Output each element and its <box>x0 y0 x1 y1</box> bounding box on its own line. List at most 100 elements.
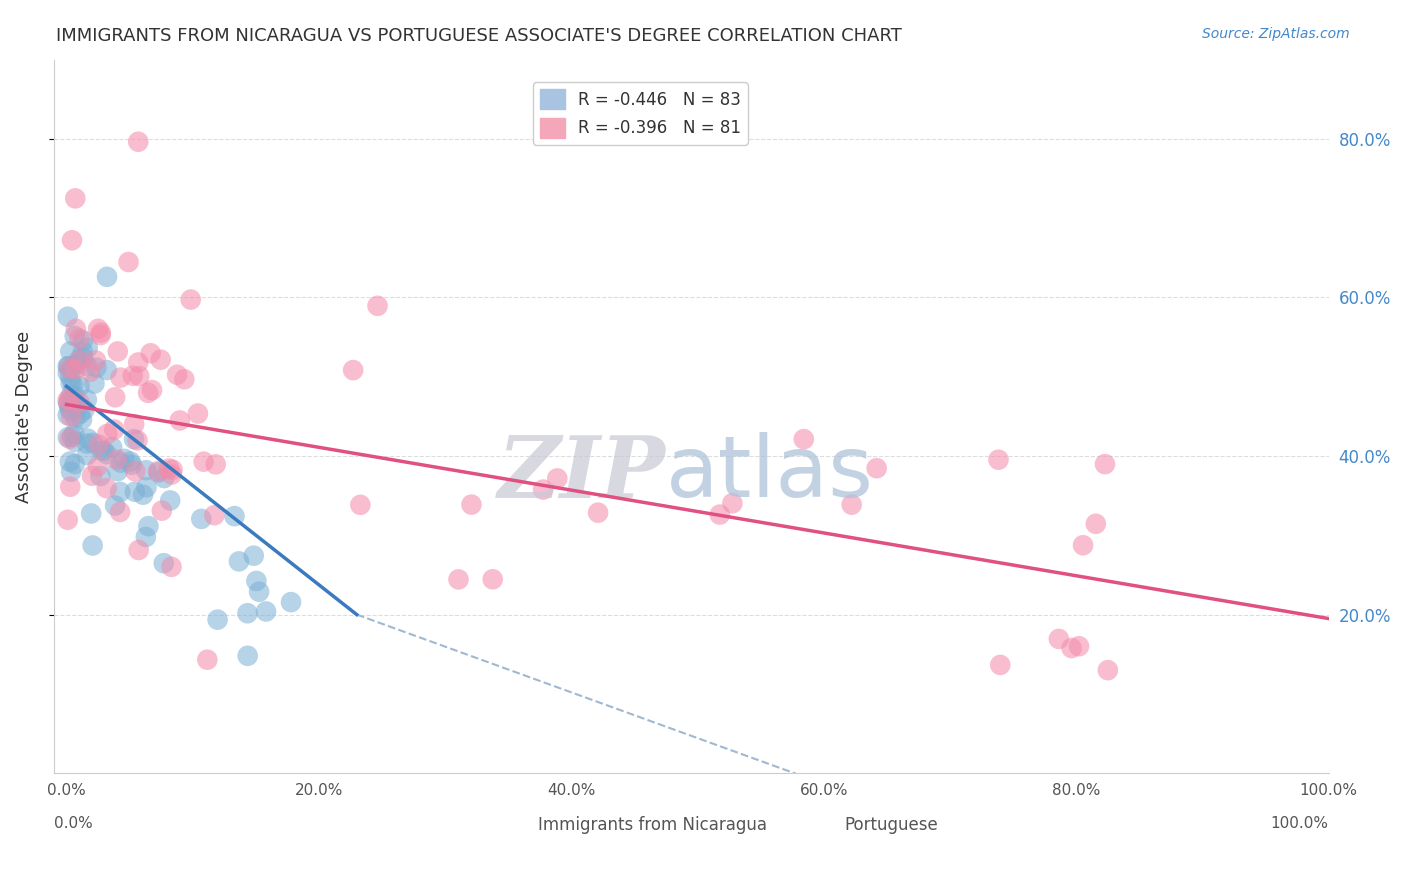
Portuguese <box>108 505 131 519</box>
Portuguese <box>531 483 554 497</box>
Portuguese <box>63 362 86 376</box>
Nicaragua <box>77 432 100 446</box>
Portuguese <box>1060 641 1083 656</box>
Portuguese <box>103 423 125 437</box>
Portuguese <box>709 508 731 522</box>
Nicaragua <box>66 357 89 371</box>
Nicaragua <box>122 432 145 446</box>
Portuguese <box>104 390 127 404</box>
Portuguese <box>124 464 146 478</box>
Nicaragua <box>86 360 108 375</box>
Text: ZIP: ZIP <box>498 432 666 516</box>
Nicaragua <box>56 430 79 444</box>
Nicaragua <box>135 480 157 494</box>
Portuguese <box>447 573 470 587</box>
Portuguese <box>89 328 111 343</box>
Portuguese <box>721 496 744 510</box>
Nicaragua <box>135 463 157 477</box>
Nicaragua <box>242 549 264 563</box>
Nicaragua <box>124 484 146 499</box>
Nicaragua <box>56 366 79 380</box>
Nicaragua <box>96 363 118 377</box>
Portuguese <box>460 498 482 512</box>
Portuguese <box>87 459 110 474</box>
Portuguese <box>117 255 139 269</box>
Nicaragua <box>63 457 86 471</box>
Nicaragua <box>56 359 79 374</box>
Portuguese <box>69 332 91 346</box>
Portuguese <box>56 513 79 527</box>
Nicaragua <box>247 584 270 599</box>
Portuguese <box>79 365 101 379</box>
Nicaragua <box>60 430 83 444</box>
Nicaragua <box>58 359 80 374</box>
Nicaragua <box>76 436 98 450</box>
Nicaragua <box>135 530 157 544</box>
Nicaragua <box>56 310 79 324</box>
Portuguese <box>866 461 889 475</box>
Portuguese <box>59 480 82 494</box>
Nicaragua <box>138 519 160 533</box>
Nicaragua <box>245 574 267 588</box>
Nicaragua <box>58 396 80 410</box>
Nicaragua <box>254 604 277 618</box>
Portuguese <box>173 372 195 386</box>
Portuguese <box>139 346 162 360</box>
Portuguese <box>127 355 149 369</box>
Portuguese <box>1084 516 1107 531</box>
Portuguese <box>160 559 183 574</box>
Nicaragua <box>104 499 127 513</box>
Portuguese <box>69 395 91 409</box>
Portuguese <box>150 503 173 517</box>
Nicaragua <box>80 507 103 521</box>
Portuguese <box>342 363 364 377</box>
Y-axis label: Associate's Degree: Associate's Degree <box>15 330 32 502</box>
Portuguese <box>187 407 209 421</box>
Portuguese <box>141 383 163 397</box>
Nicaragua <box>59 376 82 391</box>
Portuguese <box>367 299 389 313</box>
Nicaragua <box>76 341 98 355</box>
Nicaragua <box>60 404 83 418</box>
Portuguese <box>90 326 112 340</box>
Nicaragua <box>89 469 111 483</box>
Portuguese <box>987 452 1010 467</box>
Portuguese <box>127 434 149 448</box>
Nicaragua <box>58 401 80 416</box>
Portuguese <box>128 543 150 558</box>
Portuguese <box>105 452 128 467</box>
Portuguese <box>1071 538 1094 552</box>
Legend: R = -0.446   N = 83, R = -0.396   N = 81: R = -0.446 N = 83, R = -0.396 N = 81 <box>533 82 748 145</box>
Nicaragua <box>63 388 86 402</box>
Portuguese <box>128 369 150 384</box>
Portuguese <box>69 353 91 368</box>
Nicaragua <box>110 456 132 470</box>
Portuguese <box>59 432 82 446</box>
Portuguese <box>65 322 87 336</box>
Nicaragua <box>72 344 94 359</box>
Nicaragua <box>236 606 259 620</box>
Portuguese <box>586 506 609 520</box>
Nicaragua <box>280 595 302 609</box>
Nicaragua <box>59 344 82 359</box>
Nicaragua <box>76 392 98 407</box>
Portuguese <box>193 455 215 469</box>
Portuguese <box>80 468 103 483</box>
Nicaragua <box>112 451 135 466</box>
Nicaragua <box>120 454 142 468</box>
Portuguese <box>988 657 1011 672</box>
Portuguese <box>60 409 83 424</box>
Portuguese <box>1047 632 1070 646</box>
Nicaragua <box>101 440 124 454</box>
Portuguese <box>121 368 143 383</box>
Portuguese <box>1097 663 1119 677</box>
Portuguese <box>1067 640 1090 654</box>
Portuguese <box>481 572 503 586</box>
Nicaragua <box>72 351 94 365</box>
Nicaragua <box>66 401 89 416</box>
Nicaragua <box>76 359 98 374</box>
Portuguese <box>127 135 149 149</box>
Nicaragua <box>93 444 115 458</box>
Portuguese <box>169 413 191 427</box>
Nicaragua <box>82 435 104 450</box>
